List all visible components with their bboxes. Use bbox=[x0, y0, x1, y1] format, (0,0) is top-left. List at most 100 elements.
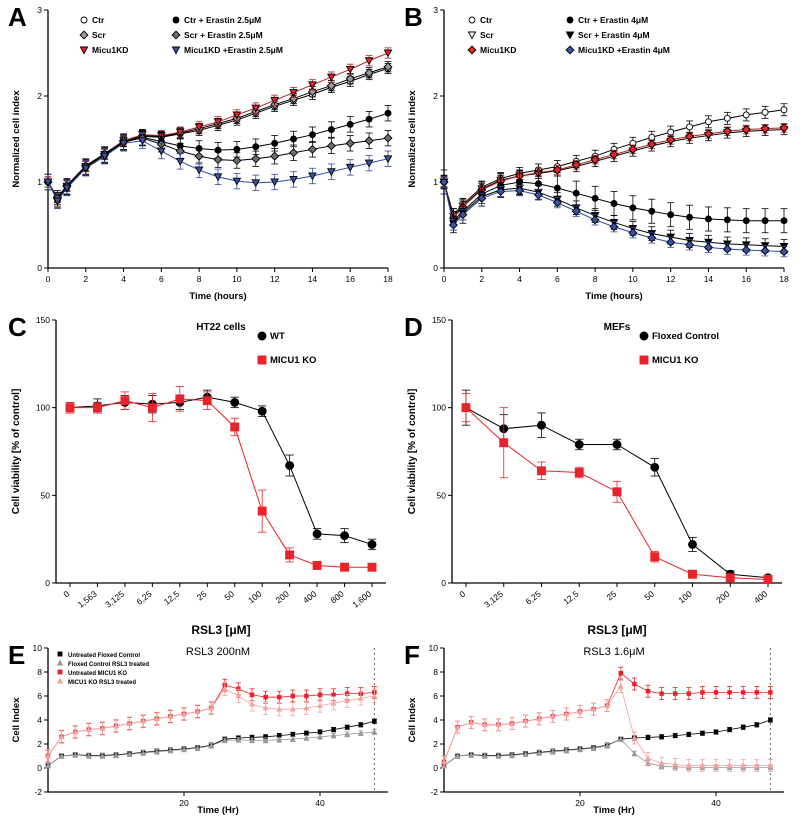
svg-text:Scr: Scr bbox=[480, 30, 494, 40]
svg-text:100: 100 bbox=[676, 589, 694, 606]
svg-text:16: 16 bbox=[741, 274, 751, 284]
svg-text:Time (Hr): Time (Hr) bbox=[197, 805, 239, 816]
svg-text:20: 20 bbox=[179, 798, 189, 808]
chart-panel-f: -2 0 2 4 6 8 10 20 40 Time (Hr) Cell Index RSL3 1.6… bbox=[407, 643, 784, 816]
svg-text:40: 40 bbox=[315, 798, 325, 808]
svg-text:Micu1KD: Micu1KD bbox=[480, 45, 516, 55]
svg-text:25: 25 bbox=[605, 589, 619, 603]
panel-b: B 0 1 2 3 0 2 4 6 8 10 12 14 16 18 Time (hours) Normali… bbox=[404, 2, 794, 304]
svg-text:100: 100 bbox=[36, 403, 50, 413]
svg-text:6: 6 bbox=[555, 274, 560, 284]
svg-text:MEFs: MEFs bbox=[604, 322, 631, 333]
svg-text:150: 150 bbox=[36, 315, 50, 325]
svg-text:2: 2 bbox=[83, 274, 88, 284]
panel-f: F -2 0 2 4 6 8 10 20 40 Time (Hr) Cell Index RSL3 1… bbox=[404, 640, 794, 818]
svg-text:WT: WT bbox=[270, 331, 285, 342]
svg-text:RSL3 200nM: RSL3 200nM bbox=[186, 646, 250, 658]
svg-text:Floxed Control: Floxed Control bbox=[652, 331, 719, 342]
svg-text:6: 6 bbox=[433, 691, 438, 701]
svg-text:RSL3 [μM]: RSL3 [μM] bbox=[191, 623, 250, 637]
svg-text:MICU1 KO: MICU1 KO bbox=[270, 355, 316, 366]
panel-label-e: E bbox=[8, 640, 26, 670]
svg-text:Cell viability [% of control]: Cell viability [% of control] bbox=[407, 389, 418, 515]
svg-text:12,5: 12,5 bbox=[162, 589, 181, 607]
svg-text:10: 10 bbox=[429, 643, 439, 653]
panel-e: E -2 0 2 4 6 8 10 20 40 Time (Hr) Cell Index RSL3 2… bbox=[8, 640, 398, 818]
svg-text:400: 400 bbox=[301, 589, 319, 606]
svg-text:10: 10 bbox=[628, 274, 638, 284]
svg-text:-2: -2 bbox=[34, 787, 42, 797]
svg-text:Ctr: Ctr bbox=[480, 15, 493, 25]
svg-text:3: 3 bbox=[433, 5, 438, 15]
svg-text:MICU1 KO RSL3 treated: MICU1 KO RSL3 treated bbox=[68, 680, 136, 686]
svg-text:Ctr: Ctr bbox=[92, 15, 105, 25]
panel-label-d: D bbox=[404, 312, 423, 342]
svg-text:12: 12 bbox=[270, 274, 280, 284]
svg-text:40: 40 bbox=[711, 798, 721, 808]
svg-text:Ctr + Erastin 4μM: Ctr + Erastin 4μM bbox=[578, 15, 648, 25]
svg-text:100: 100 bbox=[432, 403, 446, 413]
chart-panel-d: 0 50 100 150 0 3,125 6,25 12,5 25 50 100 200 400 RSL3… bbox=[407, 315, 782, 637]
svg-text:Scr + Erastin 2.5μM: Scr + Erastin 2.5μM bbox=[184, 30, 263, 40]
svg-text:14: 14 bbox=[704, 274, 714, 284]
chart-panel-e: -2 0 2 4 6 8 10 20 40 Time (Hr) Cell Index RSL3 200… bbox=[11, 643, 388, 816]
svg-text:20: 20 bbox=[575, 798, 585, 808]
svg-text:1,600: 1,600 bbox=[350, 589, 373, 610]
svg-text:3,125: 3,125 bbox=[103, 589, 126, 610]
svg-text:1: 1 bbox=[37, 177, 42, 187]
svg-text:6,25: 6,25 bbox=[524, 589, 543, 607]
svg-text:10: 10 bbox=[33, 643, 43, 653]
panel-c: C 0 50 100 150 0 1,563 3,125 6,25 12,5 25 50 100 200… bbox=[8, 312, 398, 639]
chart-panel-c: 0 50 100 150 0 1,563 3,125 6,25 12,5 25 50 100 200 40… bbox=[11, 315, 386, 637]
svg-text:6: 6 bbox=[37, 691, 42, 701]
svg-text:2: 2 bbox=[479, 274, 484, 284]
svg-text:Floxed Control RSL3 treated: Floxed Control RSL3 treated bbox=[68, 662, 149, 668]
svg-text:3,125: 3,125 bbox=[482, 589, 505, 610]
panel-label-f: F bbox=[404, 640, 420, 670]
svg-text:Time (Hr): Time (Hr) bbox=[593, 805, 635, 816]
svg-text:10: 10 bbox=[232, 274, 242, 284]
svg-text:0: 0 bbox=[46, 274, 51, 284]
svg-text:RSL3 [μM]: RSL3 [μM] bbox=[587, 623, 646, 637]
svg-text:0: 0 bbox=[457, 589, 467, 600]
svg-text:Scr + Erastin 4μM: Scr + Erastin 4μM bbox=[578, 30, 650, 40]
svg-text:200: 200 bbox=[274, 589, 292, 606]
svg-text:Cell Index: Cell Index bbox=[11, 697, 22, 743]
svg-text:14: 14 bbox=[308, 274, 318, 284]
svg-text:4: 4 bbox=[37, 715, 42, 725]
svg-text:Ctr + Erastin 2.5μM: Ctr + Erastin 2.5μM bbox=[184, 15, 261, 25]
svg-text:25: 25 bbox=[195, 589, 209, 603]
svg-text:RSL3 1.6μM: RSL3 1.6μM bbox=[583, 646, 644, 658]
svg-text:2: 2 bbox=[433, 91, 438, 101]
svg-text:0: 0 bbox=[45, 578, 50, 588]
panel-label-c: C bbox=[8, 312, 27, 342]
svg-text:Untreated Floxed Control: Untreated Floxed Control bbox=[68, 653, 140, 659]
svg-text:Micu1KD +Erastin 2.5μM: Micu1KD +Erastin 2.5μM bbox=[184, 45, 283, 55]
svg-text:2: 2 bbox=[433, 739, 438, 749]
svg-text:0: 0 bbox=[441, 578, 446, 588]
panel-label-b: B bbox=[404, 2, 423, 32]
svg-text:100: 100 bbox=[246, 589, 264, 606]
svg-text:150: 150 bbox=[432, 315, 446, 325]
svg-text:50: 50 bbox=[642, 589, 656, 603]
svg-text:4: 4 bbox=[433, 715, 438, 725]
svg-text:1,563: 1,563 bbox=[76, 589, 99, 610]
svg-text:Normalized cell index: Normalized cell index bbox=[11, 90, 22, 188]
panel-a: A 0 1 2 3 0 2 4 6 8 10 12 14 16 18 Time (hours) Normali… bbox=[8, 2, 398, 304]
svg-text:0: 0 bbox=[442, 274, 447, 284]
svg-text:0: 0 bbox=[61, 589, 71, 600]
svg-text:MICU1 KO: MICU1 KO bbox=[652, 355, 698, 366]
svg-text:8: 8 bbox=[197, 274, 202, 284]
svg-text:0: 0 bbox=[433, 763, 438, 773]
svg-text:50: 50 bbox=[437, 490, 447, 500]
svg-text:0: 0 bbox=[37, 763, 42, 773]
svg-text:Normalized cell index: Normalized cell index bbox=[407, 90, 418, 188]
svg-text:Time (hours): Time (hours) bbox=[585, 291, 642, 302]
svg-text:18: 18 bbox=[779, 274, 789, 284]
svg-text:Time (hours): Time (hours) bbox=[189, 291, 246, 302]
svg-text:400: 400 bbox=[752, 589, 770, 606]
svg-text:1: 1 bbox=[433, 177, 438, 187]
svg-text:Scr: Scr bbox=[92, 30, 106, 40]
svg-text:4: 4 bbox=[121, 274, 126, 284]
